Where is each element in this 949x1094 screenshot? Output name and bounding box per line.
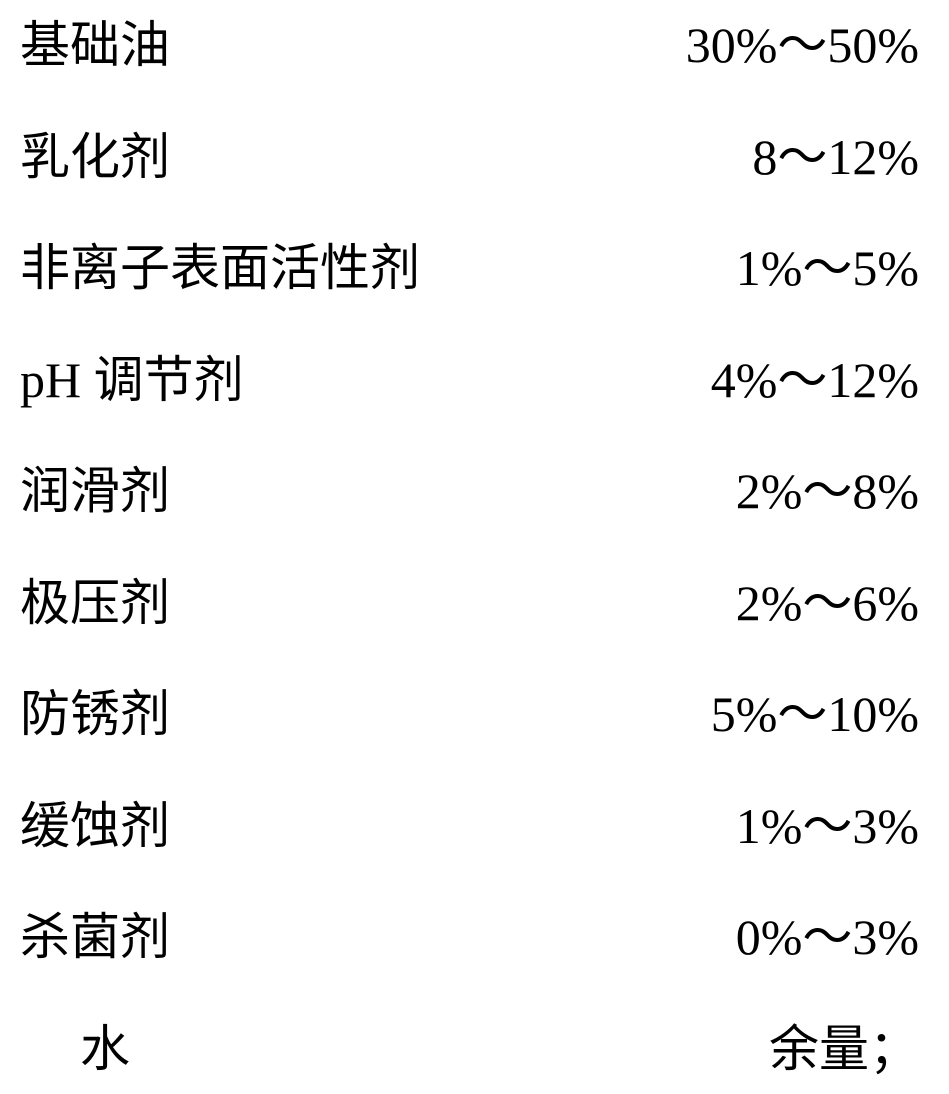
list-item: 非离子表面活性剂 1%～5% (20, 243, 919, 293)
list-item: 乳化剂 8～12% (20, 132, 919, 182)
list-item: 基础油 30%～50% (20, 20, 919, 70)
list-item: 防锈剂 5%～10% (20, 689, 919, 739)
ingredient-value: 8～12% (752, 132, 919, 182)
ingredient-value: 2%～6% (736, 578, 919, 628)
ingredient-value: 30%～50% (686, 20, 919, 70)
ingredient-label: 杀菌剂 (20, 912, 170, 962)
ingredient-label: 防锈剂 (20, 689, 170, 739)
ingredient-label: 非离子表面活性剂 (20, 243, 420, 293)
list-item: 水 余量； (20, 1024, 919, 1074)
list-item: 润滑剂 2%～8% (20, 466, 919, 516)
ingredients-list: 基础油 30%～50% 乳化剂 8～12% 非离子表面活性剂 1%～5% pH … (0, 0, 949, 1094)
ingredient-label: 极压剂 (20, 578, 170, 628)
list-item: 杀菌剂 0%～3% (20, 912, 919, 962)
ingredient-label: 乳化剂 (20, 132, 170, 182)
ingredient-label: pH 调节剂 (20, 355, 244, 405)
ingredient-value: 1%～3% (736, 801, 919, 851)
ingredient-value: 4%～12% (711, 355, 919, 405)
ingredient-label: 润滑剂 (20, 466, 170, 516)
ingredient-label: 基础油 (20, 20, 170, 70)
list-item: 缓蚀剂 1%～3% (20, 801, 919, 851)
ingredient-label: 缓蚀剂 (20, 801, 170, 851)
ingredient-value: 余量； (769, 1024, 919, 1074)
ingredient-value: 5%～10% (711, 689, 919, 739)
list-item: pH 调节剂 4%～12% (20, 355, 919, 405)
ingredient-label: 水 (20, 1024, 130, 1074)
ingredient-value: 1%～5% (736, 243, 919, 293)
ingredient-value: 2%～8% (736, 466, 919, 516)
list-item: 极压剂 2%～6% (20, 578, 919, 628)
ingredient-value: 0%～3% (736, 912, 919, 962)
